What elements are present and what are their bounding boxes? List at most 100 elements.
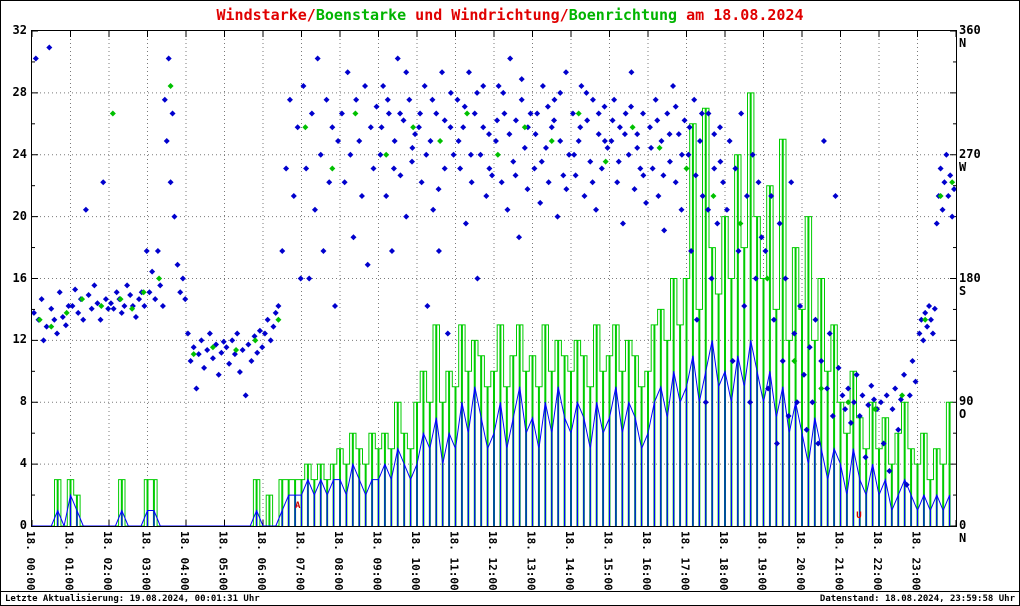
diamond-marker-Windrichtung bbox=[735, 248, 742, 254]
diamond-marker-Windrichtung bbox=[738, 110, 745, 117]
diamond-marker-Windrichtung bbox=[350, 234, 357, 241]
diamond-marker-Windrichtung bbox=[467, 151, 474, 158]
diamond-marker-Windrichtung bbox=[518, 96, 525, 103]
y-left-tick-label: 24 bbox=[12, 146, 27, 161]
diamond-marker-Windrichtung bbox=[259, 344, 266, 351]
diamond-marker-Windrichtung bbox=[619, 220, 626, 227]
diamond-marker-Windrichtung bbox=[435, 186, 442, 193]
diamond-marker-Windrichtung bbox=[542, 144, 549, 151]
x-tick-label: 18. 01:00 bbox=[62, 531, 76, 591]
x-tick-label: 18. 10:00 bbox=[409, 531, 422, 591]
diamond-marker-Boenrichtung bbox=[48, 323, 55, 330]
diamond-marker-Windrichtung bbox=[441, 117, 448, 124]
diamond-marker-Windrichtung bbox=[441, 165, 448, 172]
diamond-marker-Windrichtung bbox=[793, 399, 800, 406]
diamond-marker-Windrichtung bbox=[290, 193, 297, 199]
diamond-marker-Windrichtung bbox=[254, 349, 261, 356]
diamond-marker-Windrichtung bbox=[159, 303, 166, 309]
diamond-marker-Windrichtung bbox=[483, 193, 490, 199]
diamond-marker-Windrichtung bbox=[248, 358, 255, 364]
diamond-marker-Windrichtung bbox=[628, 69, 635, 76]
diamond-marker-Windrichtung bbox=[870, 396, 877, 403]
diamond-marker-Windrichtung bbox=[127, 292, 134, 298]
diamond-marker-Windrichtung bbox=[195, 351, 202, 358]
diamond-marker-Windrichtung bbox=[223, 344, 230, 351]
diamond-marker-Windrichtung bbox=[165, 55, 172, 62]
diamond-marker-Windrichtung bbox=[32, 309, 37, 316]
diamond-marker-Windrichtung bbox=[880, 440, 887, 447]
diamond-marker-Windrichtung bbox=[531, 165, 538, 172]
diamond-marker-Windrichtung bbox=[171, 213, 178, 220]
diamond-marker-Boenrichtung bbox=[410, 124, 417, 131]
diamond-marker-Windrichtung bbox=[146, 289, 153, 296]
diamond-marker-Windrichtung bbox=[688, 248, 695, 254]
diamond-marker-Boenrichtung bbox=[737, 220, 744, 227]
diamond-marker-Windrichtung bbox=[38, 296, 45, 303]
diamond-marker-Windrichtung bbox=[105, 305, 112, 312]
diamond-marker-Windrichtung bbox=[581, 193, 588, 199]
y-left-tick-label: 8 bbox=[19, 394, 27, 409]
diamond-marker-Windrichtung bbox=[714, 220, 721, 227]
x-tick-label: 18. 13:00 bbox=[524, 531, 538, 591]
diamond-marker-Boenrichtung bbox=[117, 296, 124, 303]
diamond-marker-Windrichtung bbox=[601, 103, 608, 110]
diamond-marker-Windrichtung bbox=[311, 206, 318, 213]
diamond-marker-Windrichtung bbox=[220, 338, 227, 345]
y-left-tick-label: 0 bbox=[19, 518, 27, 532]
diamond-marker-Windrichtung bbox=[806, 344, 813, 351]
diamond-marker-Windrichtung bbox=[303, 165, 310, 172]
diamond-marker-Windrichtung bbox=[468, 179, 475, 186]
diamond-marker-Windrichtung bbox=[749, 151, 756, 158]
diamond-marker-Boenrichtung bbox=[63, 309, 70, 316]
x-tick-label: 18. 05:00 bbox=[216, 531, 230, 591]
diamond-marker-Windrichtung bbox=[693, 316, 700, 323]
diamond-marker-Windrichtung bbox=[136, 296, 143, 303]
diamond-marker-Boenrichtung bbox=[764, 275, 771, 282]
diamond-marker-Windrichtung bbox=[373, 103, 380, 110]
diamond-marker-Windrichtung bbox=[364, 261, 371, 268]
diamond-marker-Windrichtung bbox=[557, 138, 564, 144]
x-tick-label: 18. 08:00 bbox=[332, 531, 345, 591]
diamond-marker-Windrichtung bbox=[40, 337, 47, 344]
diamond-marker-Windrichtung bbox=[256, 327, 263, 334]
diamond-marker-Windrichtung bbox=[229, 337, 236, 344]
diamond-marker-Windrichtung bbox=[569, 110, 576, 117]
diamond-marker-Windrichtung bbox=[102, 296, 109, 303]
diamond-marker-Windrichtung bbox=[539, 83, 546, 89]
diamond-marker-Windrichtung bbox=[672, 103, 679, 110]
diamond-marker-Windrichtung bbox=[494, 117, 501, 124]
diamond-marker-Windrichtung bbox=[272, 309, 279, 316]
diamond-marker-Boenrichtung bbox=[629, 124, 636, 131]
diamond-marker-Windrichtung bbox=[648, 144, 655, 151]
diamond-marker-Windrichtung bbox=[167, 179, 174, 186]
diamond-marker-Windrichtung bbox=[922, 309, 929, 316]
diamond-marker-Windrichtung bbox=[300, 83, 307, 89]
diamond-marker-Windrichtung bbox=[154, 248, 161, 254]
diamond-marker-Windrichtung bbox=[577, 124, 584, 131]
diamond-marker-Windrichtung bbox=[762, 248, 769, 254]
diamond-marker-Windrichtung bbox=[920, 337, 927, 344]
diamond-marker-Windrichtung bbox=[279, 248, 286, 254]
diamond-marker-Windrichtung bbox=[608, 138, 615, 144]
diamond-marker-Windrichtung bbox=[82, 206, 89, 213]
diamond-marker-Boenrichtung bbox=[683, 165, 690, 172]
diamond-marker-Windrichtung bbox=[895, 426, 902, 433]
diamond-marker-Windrichtung bbox=[275, 303, 282, 309]
diamond-marker-Windrichtung bbox=[163, 138, 170, 144]
diamond-marker-Windrichtung bbox=[589, 96, 596, 103]
diamond-marker-Boenrichtung bbox=[302, 124, 309, 131]
x-tick-label: 18. 04:00 bbox=[178, 531, 191, 591]
diamond-marker-Boenrichtung bbox=[252, 337, 259, 344]
diamond-marker-Windrichtung bbox=[812, 316, 819, 323]
diamond-marker-Windrichtung bbox=[198, 337, 205, 344]
diamond-marker-Windrichtung bbox=[672, 179, 679, 186]
diamond-marker-Windrichtung bbox=[245, 341, 252, 348]
diamond-marker-Windrichtung bbox=[149, 268, 156, 275]
diamond-marker-Windrichtung bbox=[951, 186, 956, 193]
diamond-marker-Windrichtung bbox=[397, 110, 404, 117]
diamond-marker-Windrichtung bbox=[886, 468, 893, 474]
diamond-marker-Windrichtung bbox=[283, 165, 290, 172]
diamond-marker-Windrichtung bbox=[417, 110, 424, 117]
diamond-marker-Windrichtung bbox=[72, 286, 79, 293]
diamond-marker-Windrichtung bbox=[548, 124, 555, 131]
